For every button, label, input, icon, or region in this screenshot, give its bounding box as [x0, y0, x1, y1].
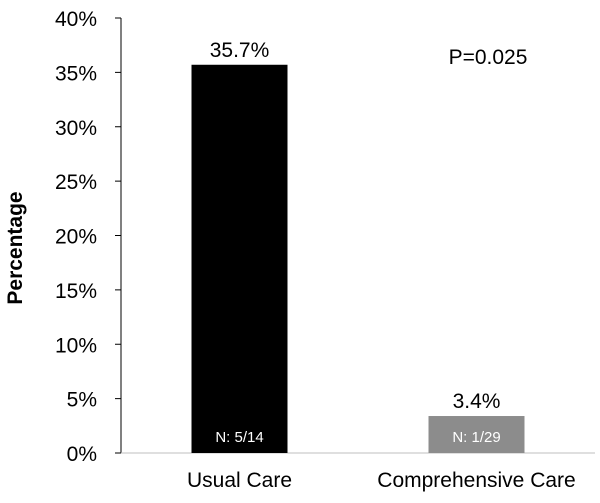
- y-tick-label: 15%: [55, 280, 97, 303]
- bar-usual-care: [191, 64, 288, 453]
- labels: 35.7% N: 5/14 Usual Care 3.4% N: 1/29 Compreh…: [187, 39, 576, 492]
- p-value-annotation: P=0.025: [449, 46, 528, 69]
- bar-n-label: N: 1/29: [452, 429, 500, 446]
- bars: [191, 64, 525, 453]
- y-tick-label: 25%: [55, 171, 97, 194]
- y-tick-label: 40%: [55, 8, 97, 31]
- y-tick-label: 5%: [67, 389, 97, 412]
- bar-comprehensive-care: [428, 416, 525, 453]
- y-tick-label: 30%: [55, 117, 97, 140]
- bar-n-label: N: 5/14: [215, 429, 263, 446]
- x-tick-label: Comprehensive Care: [377, 469, 575, 492]
- x-tick-label: Usual Care: [187, 469, 292, 492]
- y-tick-label: 0%: [67, 443, 97, 466]
- bar-value-label: 35.7%: [210, 39, 270, 62]
- y-axis-title: Percentage: [4, 191, 27, 304]
- y-axis: 0% 5% 10% 15% 20% 25% 30% 35% 40%: [55, 8, 595, 466]
- bar-value-label: 3.4%: [453, 390, 501, 413]
- y-tick-label: 20%: [55, 226, 97, 249]
- y-tick-label: 10%: [55, 334, 97, 357]
- y-tick-label: 35%: [55, 62, 97, 85]
